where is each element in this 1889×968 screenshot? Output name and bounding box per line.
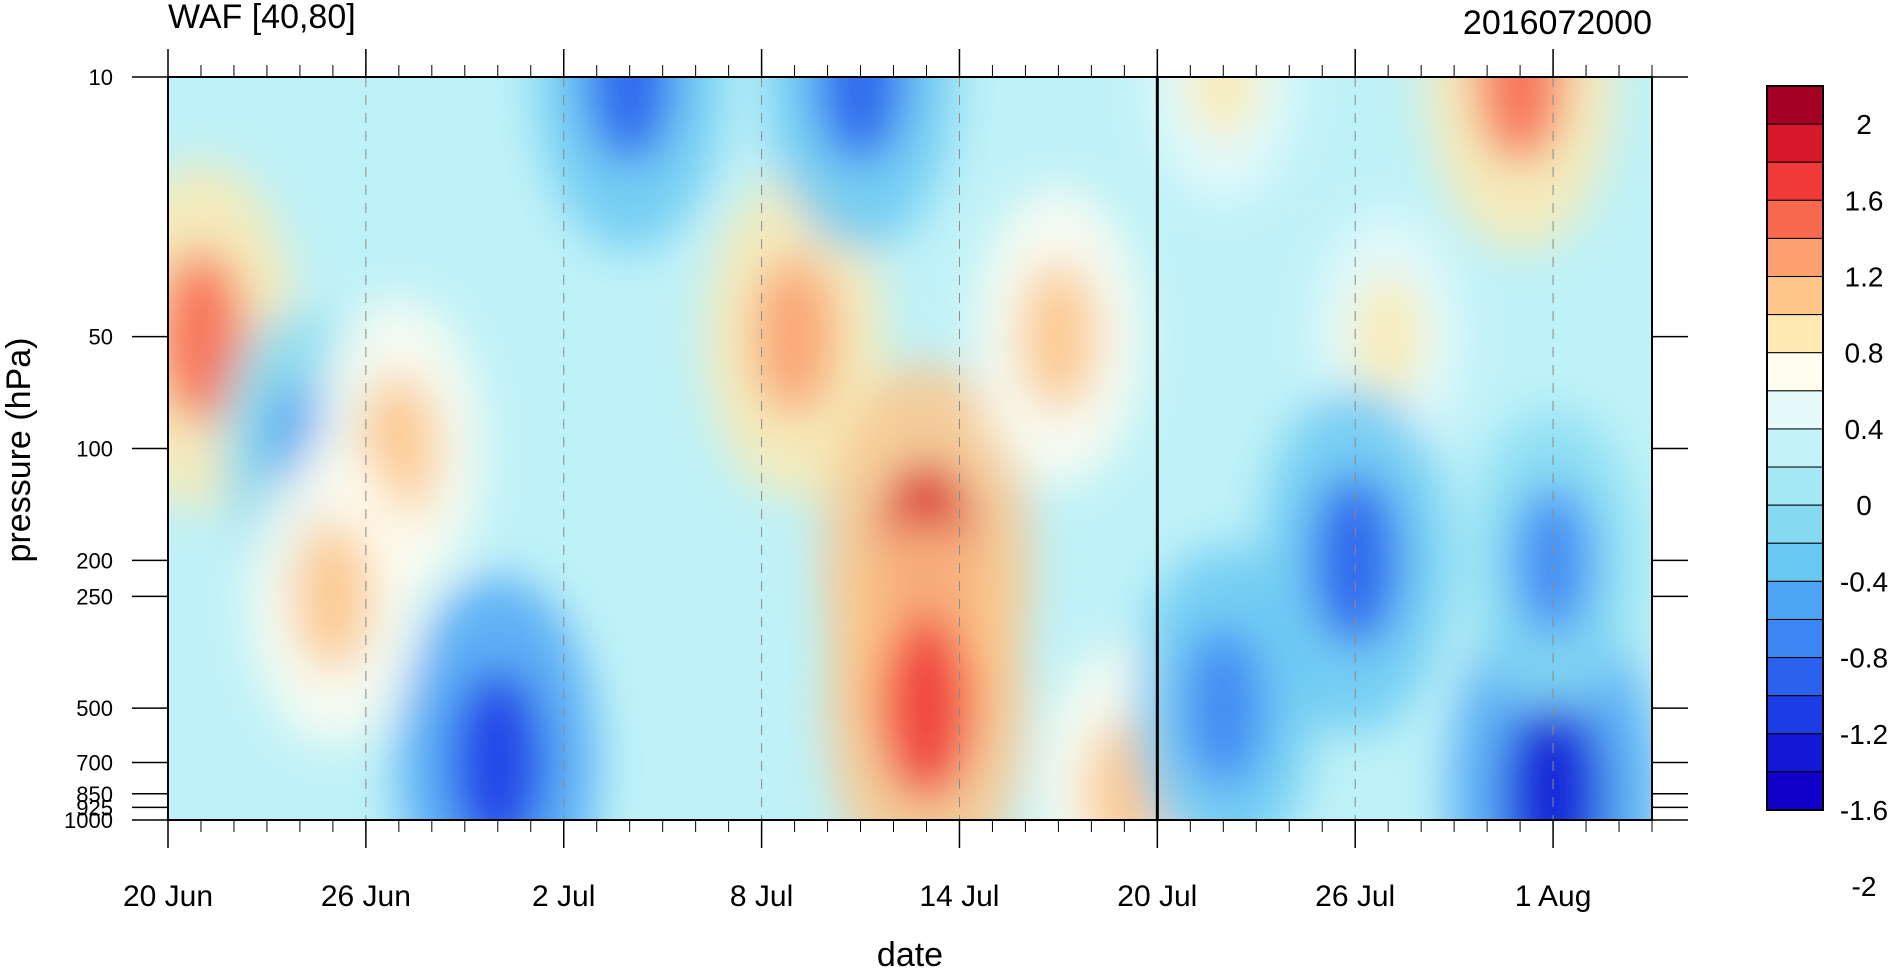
field-core-6 <box>752 255 837 418</box>
field-core-7 <box>815 77 906 164</box>
colorbar-label: -0.8 <box>1840 643 1888 674</box>
colorbar-swatch <box>1766 314 1824 354</box>
colorbar-swatch <box>1766 428 1824 468</box>
field-core-0 <box>168 249 246 424</box>
y-tick-label: 925 <box>76 795 113 820</box>
y-tick-label: 700 <box>76 750 113 775</box>
colorbar-swatch <box>1766 466 1824 506</box>
field-core-14 <box>1352 273 1424 400</box>
plot-area: 20 Jun 26 Jun 2 Jul 8 Jul 14 Jul 20 Jul 26 Jul… <box>64 49 1688 913</box>
colorbar-label: 1.2 <box>1845 262 1884 293</box>
colorbar-label: -1.6 <box>1840 795 1888 826</box>
colorbar-label: 0.4 <box>1845 414 1884 445</box>
colorbar-label: 0.8 <box>1845 338 1884 369</box>
colorbar-swatch <box>1766 85 1824 125</box>
colorbar-swatch <box>1766 695 1824 735</box>
colorbar-swatch <box>1766 542 1824 582</box>
x-axis-label: date <box>877 936 943 968</box>
colorbar-swatch <box>1766 237 1824 278</box>
y-tick-label: 10 <box>89 65 113 90</box>
colorbar: 2 1.6 1.2 0.8 0.4 0 -0.4 -0.8 -1.2 -1.6 -2 <box>1766 85 1888 902</box>
x-tick-label: 20 Jul <box>1117 880 1197 913</box>
colorbar-swatch <box>1766 390 1824 430</box>
x-axis-ticks: 20 Jun 26 Jun 2 Jul 8 Jul 14 Jul 20 Jul 26 Jul… <box>123 49 1653 913</box>
y-tick-label: 250 <box>76 584 113 609</box>
colorbar-swatch <box>1766 161 1824 201</box>
x-tick-label: 1 Aug <box>1515 880 1592 913</box>
colorbar-swatch <box>1766 771 1824 811</box>
field-core-3 <box>292 521 373 672</box>
y-tick-label: 500 <box>76 696 113 721</box>
colorbar-label: -0.4 <box>1840 566 1888 597</box>
y-tick-label: 1000 <box>64 808 113 833</box>
colorbar-label: 2 <box>1856 109 1872 140</box>
x-tick-label: 26 Jun <box>321 880 411 913</box>
field-core-10 <box>1018 261 1099 412</box>
colorbar-swatch <box>1766 123 1824 163</box>
field-core-18 <box>1513 485 1594 636</box>
field-core-15 <box>1310 473 1400 648</box>
colorbar-swatch <box>1766 276 1824 316</box>
field-core-13 <box>1188 77 1259 140</box>
colorbar-swatch <box>1766 199 1824 239</box>
field-core-4 <box>450 669 545 820</box>
x-tick-label: 14 Jul <box>919 880 999 913</box>
colorbar-frame <box>1766 85 1824 811</box>
field-core-9 <box>879 615 974 802</box>
colorbar-label: 0 <box>1856 490 1872 521</box>
colorbar-swatch <box>1766 657 1824 697</box>
x-tick-label: 8 Jul <box>730 880 793 913</box>
colorbar-swatch <box>1766 618 1824 659</box>
x-tick-label: 26 Jul <box>1315 880 1395 913</box>
colorbar-swatch <box>1766 504 1824 544</box>
colorbar-label: -2 <box>1852 871 1877 902</box>
colorbar-swatch <box>1766 733 1824 773</box>
colorbar-swatch <box>1766 580 1824 620</box>
colorbar-label: -1.2 <box>1840 719 1888 750</box>
chart-title: WAF [40,80] <box>168 0 356 36</box>
y-tick-label: 850 <box>76 782 113 807</box>
field-core-12 <box>1180 627 1266 790</box>
field-core-5 <box>584 77 675 164</box>
field-core-17 <box>1503 694 1603 820</box>
x-tick-label: 2 Jul <box>532 880 595 913</box>
colorbar-swatch <box>1766 352 1824 392</box>
y-tick-label: 50 <box>89 325 113 350</box>
field-core-16 <box>1475 77 1565 164</box>
chart-subtitle: 2016072000 <box>1463 4 1652 42</box>
y-axis-label: pressure (hPa) <box>0 338 38 563</box>
colorbar-label: 1.6 <box>1845 185 1884 216</box>
x-tick-label: 20 Jun <box>123 880 213 913</box>
y-tick-label: 100 <box>76 437 113 462</box>
contour-field <box>168 77 1652 820</box>
y-tick-label: 200 <box>76 548 113 573</box>
